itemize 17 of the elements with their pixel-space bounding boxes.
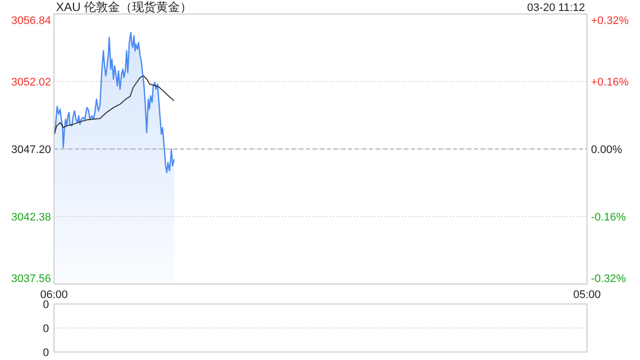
y2-tick-label: -0.16% (591, 212, 626, 224)
y-tick-label: 3052.02 (11, 76, 51, 88)
text: 0 (42, 299, 49, 311)
text: 0 (42, 347, 49, 359)
text: 0 (42, 323, 49, 335)
y2-tick-label: -0.32% (591, 273, 626, 285)
annotation: 03-20 11:12 (527, 2, 585, 14)
y-tick-label: 3056.84 (11, 15, 51, 27)
x-tick-label: 05:00 (573, 289, 601, 301)
chart-title: XAU 伦敦金（现货黄金） (56, 0, 192, 14)
x-tick-label: 06:00 (40, 289, 68, 301)
y2-tick-label: +0.16% (591, 76, 629, 88)
y-tick-label: 3047.20 (11, 144, 51, 156)
y-tick-label: 3042.38 (11, 212, 51, 224)
y-tick-label: 3037.56 (11, 273, 51, 285)
y2-tick-label: +0.32% (591, 15, 629, 27)
y2-tick-label: 0.00% (591, 144, 622, 156)
